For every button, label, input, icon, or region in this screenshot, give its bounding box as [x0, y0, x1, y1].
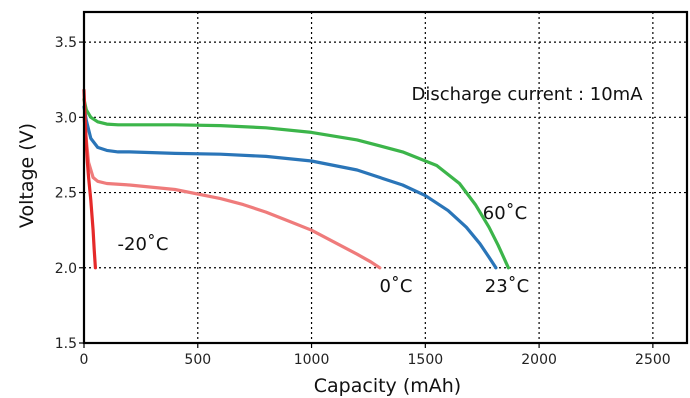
series-label-3: -20˚C: [118, 234, 169, 255]
series-line-1: [82, 105, 498, 270]
y-tick-label: 2.0: [55, 261, 77, 277]
plot-frame: [82, 10, 689, 345]
series-label-1: 23˚C: [485, 276, 529, 297]
y-axis-title: Voltage (V): [16, 123, 38, 228]
series-line-0: [82, 97, 510, 270]
x-tick-label: 1500: [408, 352, 444, 368]
x-tick-label: 0: [80, 352, 89, 368]
series-label-2: 0˚C: [379, 276, 412, 297]
axis-ticks: [79, 41, 654, 348]
text-labels: 0 500 1000 1500 2000 2500 1.5 2.0 2.5 3.0 3.5 60˚C 2…: [16, 35, 671, 397]
x-axis-title: Capacity (mAh): [314, 375, 461, 397]
y-tick-label: 2.5: [55, 186, 77, 202]
y-tick-label: 3.5: [55, 35, 77, 51]
y-tick-label: 1.5: [55, 336, 77, 352]
x-tick-label: 1000: [294, 352, 330, 368]
series-label-0: 60˚C: [483, 203, 527, 224]
y-tick-label: 3.0: [55, 110, 77, 126]
series-lines: [82, 88, 510, 270]
x-tick-label: 500: [184, 352, 211, 368]
x-tick-label: 2000: [521, 352, 557, 368]
series-line-3: [82, 88, 97, 270]
x-tick-label: 2500: [635, 352, 671, 368]
discharge-current-annotation: Discharge current : 10mA: [411, 84, 643, 105]
series-line-2: [82, 115, 382, 270]
